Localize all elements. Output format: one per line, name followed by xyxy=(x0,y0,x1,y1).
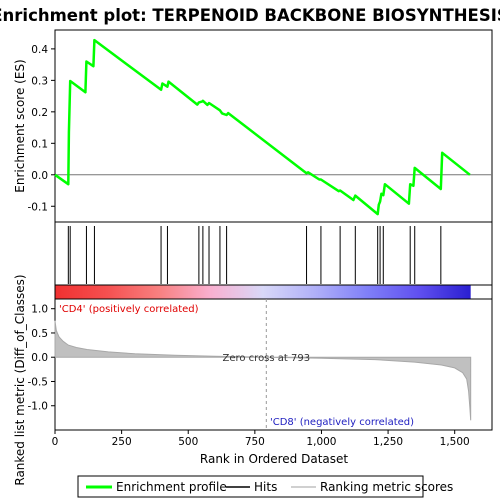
x-axis: 0 250 500 750 1,000 1,250 1,500 xyxy=(52,430,470,448)
ranking-color-bar xyxy=(55,285,492,299)
chart-title: Enrichment plot: TERPENOID BACKBONE BIOS… xyxy=(0,6,500,25)
metric-ytick-label: 0.5 xyxy=(31,328,48,340)
metric-ytick-label: 1.0 xyxy=(31,304,48,316)
es-yaxis: -0.1 0.0 0.1 0.2 0.3 0.4 xyxy=(28,44,56,213)
metric-yaxis-label: Ranked list metric (Diff_of_Classes) xyxy=(13,274,27,485)
zero-cross-label: Zero cross at 793 xyxy=(222,353,310,364)
legend-ranking-label: Ranking metric scores xyxy=(320,480,453,494)
metric-ytick-label: -1.0 xyxy=(28,401,49,413)
es-ytick-label: 0.0 xyxy=(31,170,48,182)
x-axis-label: Rank in Ordered Dataset xyxy=(200,452,348,466)
x-tick-label: 1,500 xyxy=(440,436,470,448)
es-ytick-label: 0.3 xyxy=(31,75,48,87)
positive-correlation-label: 'CD4' (positively correlated) xyxy=(59,304,199,315)
metric-yaxis: -1.0 -0.5 0.0 0.5 1.0 xyxy=(28,304,56,413)
x-tick-label: 1,250 xyxy=(373,436,403,448)
es-ytick-label: -0.1 xyxy=(28,201,49,213)
ranking-color-strip xyxy=(55,285,471,299)
metric-ytick-label: -0.5 xyxy=(28,376,49,388)
x-tick-label: 500 xyxy=(178,436,198,448)
x-tick-label: 750 xyxy=(245,436,265,448)
legend: Enrichment profile Hits Ranking metric s… xyxy=(78,476,453,497)
metric-panel-frame xyxy=(55,299,492,430)
metric-ytick-label: 0.0 xyxy=(31,352,48,364)
es-ytick-label: 0.4 xyxy=(31,44,48,56)
x-tick-label: 0 xyxy=(52,436,59,448)
es-ytick-label: 0.2 xyxy=(31,107,48,119)
es-ytick-label: 0.1 xyxy=(31,138,48,150)
negative-correlation-label: 'CD8' (negatively correlated) xyxy=(270,417,414,428)
es-yaxis-label: Enrichment score (ES) xyxy=(13,59,27,192)
x-tick-label: 250 xyxy=(112,436,132,448)
hits-panel-frame xyxy=(55,222,492,285)
x-tick-label: 1,000 xyxy=(306,436,336,448)
legend-enrichment-label: Enrichment profile xyxy=(116,480,227,494)
legend-hits-label: Hits xyxy=(254,480,277,494)
